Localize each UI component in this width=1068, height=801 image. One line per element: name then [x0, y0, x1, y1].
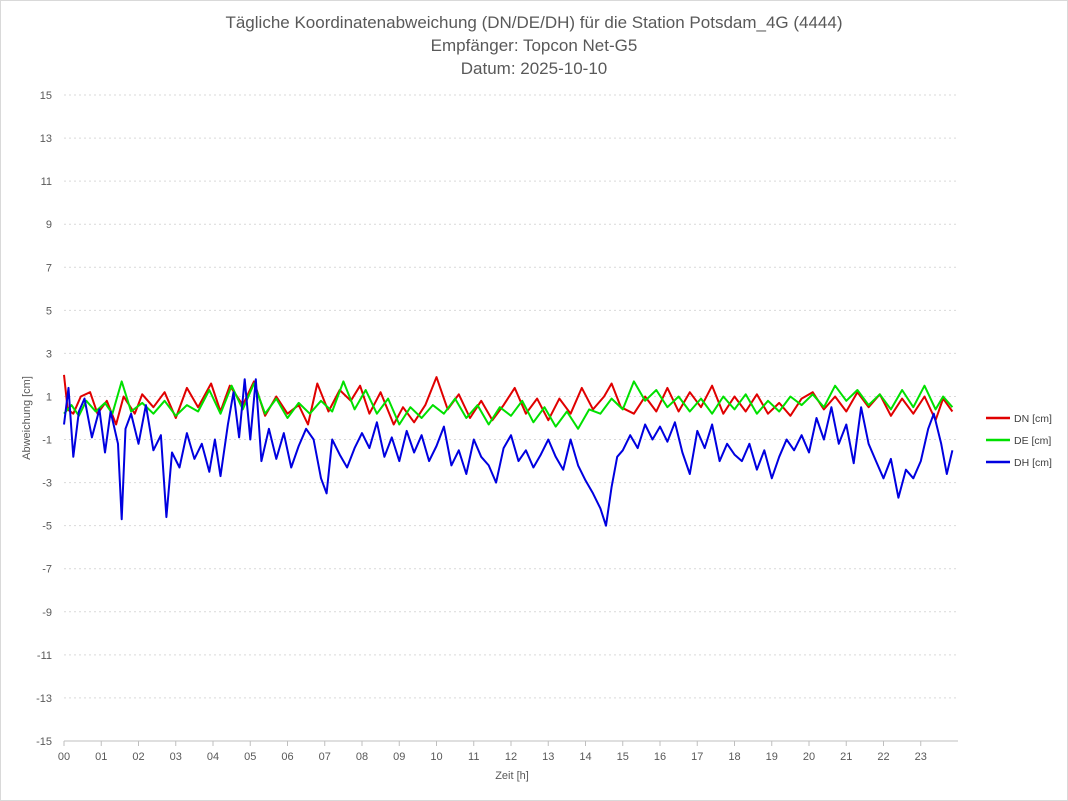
x-tick-label: 23	[915, 751, 927, 763]
x-tick-label: 07	[319, 751, 331, 763]
x-tick-label: 05	[244, 751, 256, 763]
legend-label: DH [cm]	[1014, 457, 1052, 469]
series-line-dn	[63, 374, 954, 426]
x-tick-label: 21	[840, 751, 852, 763]
y-tick-label: 1	[46, 391, 52, 403]
y-tick-label: -5	[42, 521, 52, 533]
x-tick-label: 09	[393, 751, 405, 763]
legend: DN [cm] DE [cm] DH [cm]	[986, 413, 1052, 469]
y-tick-label: -11	[37, 650, 52, 662]
x-tick-label: 11	[468, 751, 479, 763]
x-tick-label: 00	[58, 751, 70, 763]
x-tick-label: 13	[542, 751, 554, 763]
y-tick-label: -1	[42, 435, 52, 447]
legend-label: DN [cm]	[1014, 413, 1052, 425]
x-axis-label: Zeit [h]	[495, 770, 529, 782]
x-tick-label: 01	[95, 751, 107, 763]
chart-title: Tägliche Koordinatenabweichung (DN/DE/DH…	[225, 13, 842, 32]
y-tick-label: 7	[46, 262, 52, 274]
x-tick-label: 19	[766, 751, 778, 763]
x-tick-label: 12	[505, 751, 517, 763]
x-tick-label: 03	[170, 751, 182, 763]
series-lines	[63, 374, 954, 527]
x-tick-labels: 00 01 02 03 04 05 06 07 08 09 10 11 12 13 14 15 16 17 18 19…	[58, 751, 927, 763]
x-tick-label: 04	[207, 751, 219, 763]
y-tick-label: 13	[40, 133, 52, 145]
x-tick-label: 06	[281, 751, 293, 763]
y-tick-labels: 15 13 11 9 7 5 3 1 -1 -3 -5 -7 -9 -11 -13 -15	[36, 90, 52, 748]
x-tick-label: 17	[691, 751, 703, 763]
x-tick-label: 14	[579, 751, 591, 763]
legend-label: DE [cm]	[1014, 435, 1051, 447]
y-tick-label: 15	[40, 90, 52, 102]
y-tick-label: -7	[42, 564, 52, 576]
x-tick-label: 20	[803, 751, 815, 763]
y-tick-label: 5	[46, 305, 52, 317]
gridlines	[63, 94, 958, 746]
x-tick-label: 10	[430, 751, 442, 763]
y-tick-label: 3	[46, 348, 52, 360]
chart-subtitle: Empfänger: Topcon Net-G5	[431, 36, 638, 55]
y-tick-label: 9	[46, 219, 52, 231]
y-tick-label: -9	[42, 607, 52, 619]
x-tick-label: 02	[132, 751, 144, 763]
x-tick-label: 22	[877, 751, 889, 763]
y-tick-label: -13	[36, 693, 52, 705]
y-tick-label: 11	[41, 176, 52, 188]
x-tick-label: 08	[356, 751, 368, 763]
y-axis-label: Abweichung [cm]	[21, 376, 33, 460]
y-tick-label: -3	[42, 478, 52, 490]
series-line-dh	[63, 378, 954, 527]
x-tick-label: 18	[728, 751, 740, 763]
chart-date: Datum: 2025-10-10	[461, 59, 607, 78]
x-tick-label: 15	[617, 751, 629, 763]
x-tick-label: 16	[654, 751, 666, 763]
series-line-de	[63, 380, 954, 430]
y-tick-label: -15	[36, 736, 52, 748]
